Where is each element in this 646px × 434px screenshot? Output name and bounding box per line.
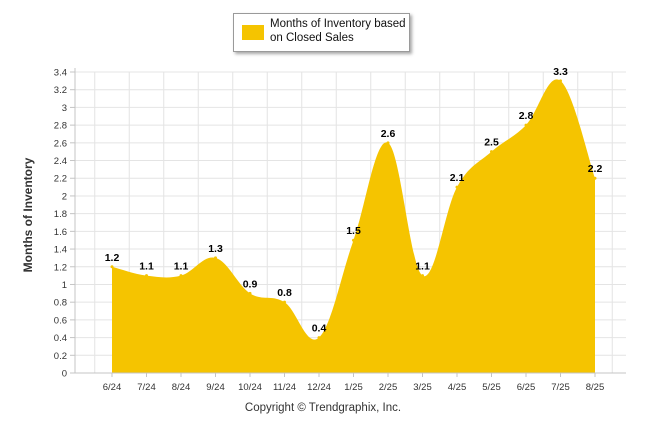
x-tick-label: 2/25 xyxy=(379,382,398,393)
copyright-text: Copyright © Trendgraphix, Inc. xyxy=(244,402,402,414)
x-tick-label: 8/25 xyxy=(586,382,605,393)
series-area-fill xyxy=(112,79,595,373)
data-label: 2.1 xyxy=(450,172,465,184)
x-tick-label: 1/25 xyxy=(344,382,363,393)
y-tick-label: 0 xyxy=(62,369,67,380)
x-tick-label: 7/25 xyxy=(551,382,570,393)
data-labels: 1.2 1.1 1.1 1.3 0.9 0.8 0.4 1.5 2.6 1.1 2.1 2.5 2.8 3… xyxy=(105,66,603,340)
data-point xyxy=(490,150,493,154)
data-label: 1.5 xyxy=(346,225,361,237)
series-area xyxy=(112,79,595,373)
data-label: 2.6 xyxy=(381,128,396,140)
axes: 0 0.2 0.4 0.6 0.8 1 1.2 1.4 1.6 1.8 2 2.2 2.4 2.6 2.8 3… xyxy=(54,68,626,393)
data-label: 0.4 xyxy=(312,323,327,335)
data-label: 3.3 xyxy=(553,66,568,78)
x-tick-label: 6/25 xyxy=(517,382,536,393)
data-label: 2.5 xyxy=(484,137,499,149)
data-point xyxy=(386,141,390,145)
data-label: 1.1 xyxy=(415,261,430,273)
x-tick-label: 6/24 xyxy=(103,382,122,393)
x-tick-label: 4/25 xyxy=(448,382,467,393)
data-point xyxy=(593,176,597,180)
data-point xyxy=(421,274,424,278)
y-tick-label: 2.4 xyxy=(54,156,67,167)
x-tick-label: 3/25 xyxy=(413,382,432,393)
data-label: 2.2 xyxy=(588,163,603,175)
legend: Months of Inventory based on Closed Sale… xyxy=(233,13,410,52)
y-tick-label: 3.4 xyxy=(54,68,67,79)
x-tick-label: 10/24 xyxy=(238,382,262,393)
y-tick-label: 0.4 xyxy=(54,333,67,344)
x-tick-label: 11/24 xyxy=(273,382,296,393)
data-point xyxy=(179,274,183,278)
legend-swatch xyxy=(242,25,264,40)
x-tick-label: 12/24 xyxy=(307,382,331,393)
y-tick-label: 1.6 xyxy=(54,227,67,238)
data-label: 1.3 xyxy=(208,243,223,255)
y-tick-label: 2.8 xyxy=(54,121,67,132)
y-tick-label: 3 xyxy=(62,103,67,114)
data-point xyxy=(317,336,321,340)
data-label: 2.8 xyxy=(519,110,534,122)
data-point xyxy=(145,274,148,278)
data-point xyxy=(110,265,114,269)
y-tick-label: 2.2 xyxy=(54,174,67,185)
y-tick-label: 0.2 xyxy=(54,351,67,362)
x-tick-label: 5/25 xyxy=(482,382,501,393)
data-label: 1.1 xyxy=(174,261,189,273)
y-tick-label: 1.4 xyxy=(54,245,67,256)
y-tick-label: 1.2 xyxy=(54,262,67,273)
x-tick-label: 8/24 xyxy=(172,382,191,393)
legend-label: Months of Inventory based on Closed Sale… xyxy=(270,18,406,44)
data-point xyxy=(283,300,286,304)
y-tick-label: 2 xyxy=(62,191,67,202)
y-tick-label: 3.2 xyxy=(54,85,67,96)
y-tick-label: 2.6 xyxy=(54,138,67,149)
y-tick-label: 1 xyxy=(62,280,67,291)
y-tick-label: 0.8 xyxy=(54,298,67,309)
y-tick-label: 0.6 xyxy=(54,315,67,326)
data-point xyxy=(559,79,562,83)
data-point xyxy=(455,185,459,189)
data-point xyxy=(524,123,528,127)
data-point xyxy=(352,238,355,242)
data-point xyxy=(214,256,217,260)
data-point xyxy=(248,291,252,295)
data-label: 1.2 xyxy=(105,252,120,264)
x-tick-label: 9/24 xyxy=(206,382,225,393)
y-tick-label: 1.8 xyxy=(54,209,67,220)
data-label: 1.1 xyxy=(139,261,154,273)
data-label: 0.9 xyxy=(243,278,258,290)
x-tick-label: 7/24 xyxy=(137,382,156,393)
data-label: 0.8 xyxy=(277,287,292,299)
y-axis-title: Months of Inventory xyxy=(21,157,35,273)
